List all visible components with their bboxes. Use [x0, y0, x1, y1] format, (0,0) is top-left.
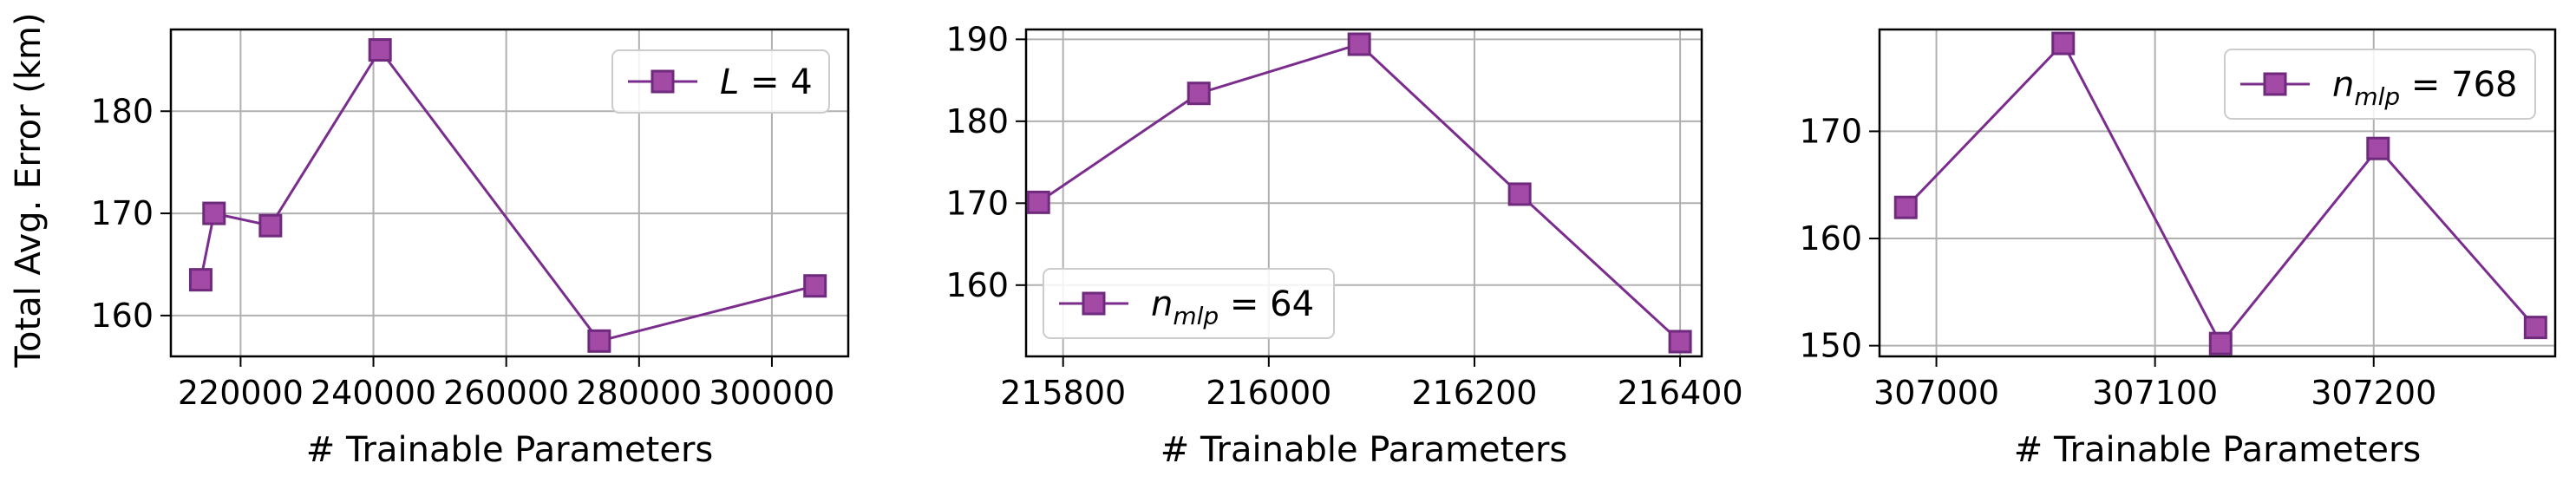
x-tick-label: 216400	[1618, 374, 1743, 412]
legend-marker	[651, 69, 675, 94]
x-tick-label: 216000	[1206, 374, 1331, 412]
y-tick-label: 170	[1799, 112, 1862, 150]
y-tick-label: 150	[1799, 327, 1862, 365]
data-point	[2051, 31, 2076, 55]
x-tick-label: 240000	[311, 374, 436, 412]
x-axis-label: # Trainable Parameters	[2014, 430, 2422, 470]
data-point	[1026, 190, 1050, 214]
y-axis-label: Total Avg. Error (km)	[9, 12, 49, 368]
legend-box	[2224, 49, 2536, 120]
data-point	[368, 38, 392, 62]
data-point	[202, 201, 226, 225]
data-point	[2208, 331, 2233, 356]
chart-2: 215800 216000 216200 216400 160 170 180 190 # Tr…	[945, 20, 1742, 470]
y-tick-label: 160	[1799, 219, 1862, 258]
data-point	[258, 213, 283, 238]
legend-box	[1043, 268, 1335, 339]
x-axis-label: # Trainable Parameters	[306, 430, 714, 470]
plot-frame	[169, 28, 850, 358]
data-point	[1668, 330, 1692, 354]
data-point	[1507, 182, 1532, 206]
legend-label: nmlp = 64	[1151, 284, 1314, 330]
x-tick-label: 300000	[709, 374, 834, 412]
x-tick-label: 307100	[2092, 374, 2218, 412]
legend-label: nmlp = 768	[2332, 65, 2517, 111]
legend-marker	[2263, 72, 2287, 96]
data-point	[2366, 136, 2390, 160]
legend-marker	[1082, 291, 1106, 316]
y-tick-label: 170	[90, 194, 154, 232]
y-tick-label: 180	[90, 92, 154, 130]
x-tick-label: 260000	[443, 374, 569, 412]
y-tick-label: 160	[945, 266, 1009, 304]
plot-frame	[1878, 28, 2557, 358]
legend: nmlp = 768	[2224, 49, 2536, 120]
y-tick-label: 180	[945, 102, 1009, 140]
x-tick-label: 216200	[1411, 374, 1537, 412]
data-point	[1187, 82, 1211, 106]
x-tick-label: 215800	[1000, 374, 1126, 412]
legend-box	[611, 49, 830, 114]
data-point	[1347, 32, 1371, 56]
y-tick-label: 170	[945, 184, 1009, 222]
data-point	[188, 268, 212, 292]
chart-3: 307000 307100 307200 150 160 170 # Trainable P…	[1799, 28, 2557, 470]
x-tick-label: 307200	[2311, 374, 2436, 412]
legend: nmlp = 64	[1043, 268, 1335, 339]
plot-frame	[1024, 28, 1703, 358]
y-tick-label: 160	[90, 297, 154, 335]
x-tick-label: 220000	[178, 374, 304, 412]
data-point	[2523, 316, 2547, 340]
data-point	[587, 329, 611, 353]
x-axis-label: # Trainable Parameters	[1161, 430, 1568, 470]
chart-1: 220000 240000 260000 280000 300000 160 170 180 #…	[90, 28, 850, 470]
y-tick-label: 190	[945, 20, 1009, 58]
legend: L = 4	[611, 49, 830, 114]
data-point	[803, 274, 827, 298]
x-tick-label: 280000	[576, 374, 702, 412]
data-point	[1893, 195, 1918, 219]
legend-label: L = 4	[720, 62, 813, 102]
x-tick-label: 307000	[1873, 374, 1999, 412]
